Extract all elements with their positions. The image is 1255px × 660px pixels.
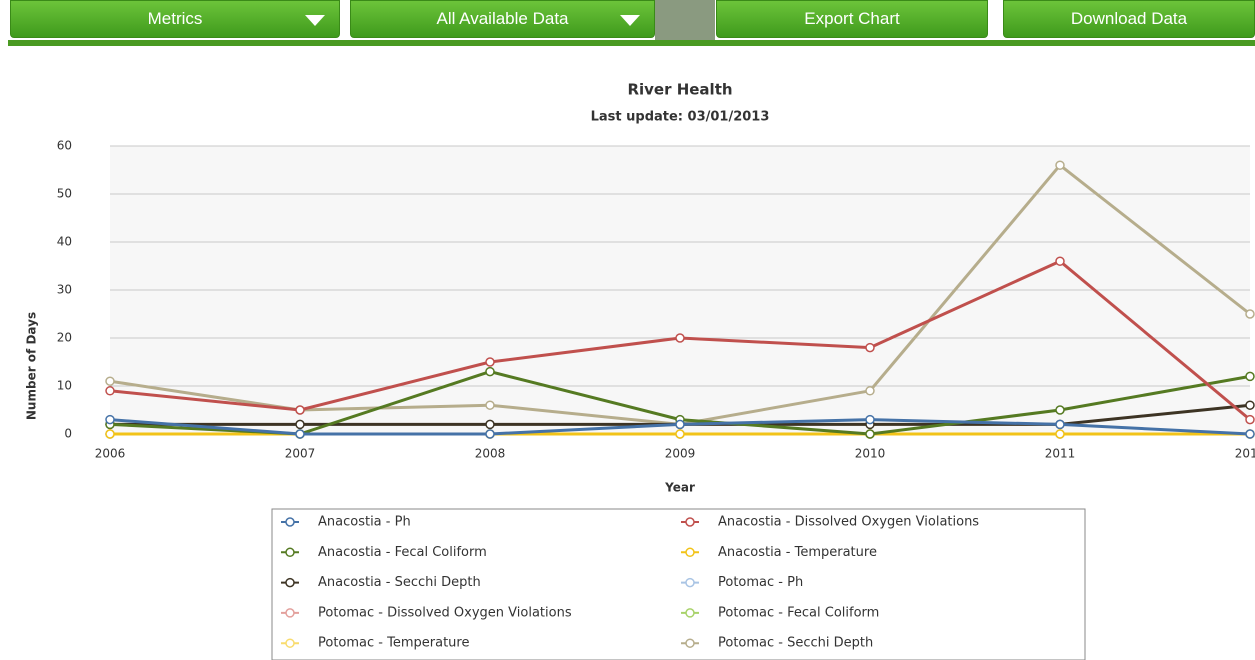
x-tick-label: 2007	[285, 447, 316, 461]
y-tick-label: 30	[57, 283, 72, 297]
series-marker	[295, 429, 305, 439]
toolbar-gap	[655, 0, 715, 40]
x-tick-label: 2012	[1235, 447, 1255, 461]
series-marker	[675, 419, 685, 430]
series-marker	[1055, 419, 1065, 430]
button-label: Export Chart	[804, 9, 900, 28]
legend-marker	[685, 638, 695, 648]
series-marker	[1245, 371, 1255, 382]
series-marker	[485, 400, 495, 410]
series-marker	[295, 419, 305, 430]
y-tick-label: 10	[57, 379, 72, 393]
toolbar-button[interactable]: Metrics	[10, 0, 340, 38]
dropdown-arrow	[305, 15, 325, 26]
series-marker	[105, 429, 115, 439]
legend-label: Potomac - Secchi Depth	[718, 636, 873, 651]
legend-marker	[285, 608, 295, 618]
y-tick-label: 20	[57, 331, 72, 345]
button-label: Metrics	[147, 9, 203, 28]
series-marker	[865, 414, 875, 425]
toolbar-button[interactable]: Download Data	[1003, 0, 1255, 38]
y-tick-label: 50	[57, 187, 72, 201]
legend-label: Anacostia - Fecal Coliform	[318, 545, 487, 560]
series-marker	[1245, 309, 1255, 319]
legend-marker	[285, 517, 295, 527]
legend-marker	[685, 577, 695, 588]
series-marker	[105, 386, 115, 396]
chart-title: River Health	[627, 81, 732, 99]
legend	[271, 508, 1086, 660]
x-tick-label: 2009	[665, 447, 696, 461]
legend-label: Anacostia - Secchi Depth	[318, 575, 481, 590]
x-tick-label: 2011	[1045, 447, 1076, 461]
y-tick-label: 60	[57, 139, 72, 153]
x-axis-label: Year	[664, 481, 695, 495]
legend-marker	[285, 547, 295, 558]
legend-marker	[285, 577, 295, 588]
legend-label: Potomac - Temperature	[318, 636, 469, 651]
series-marker	[1245, 400, 1255, 410]
series-marker	[105, 414, 115, 425]
series-marker	[105, 376, 115, 386]
series-marker	[675, 429, 685, 439]
chart-subtitle: Last update: 03/01/2013	[591, 110, 770, 125]
legend-label: Anacostia - Dissolved Oxygen Violations	[718, 515, 979, 530]
series-marker	[1245, 429, 1255, 439]
button-label: All Available Data	[436, 9, 569, 28]
y-tick-label: 40	[57, 235, 72, 249]
legend-label: Anacostia - Ph	[318, 515, 411, 530]
series-marker	[1055, 405, 1065, 415]
series-marker	[295, 405, 305, 415]
legend-label: Potomac - Fecal Coliform	[718, 605, 879, 620]
series-marker	[865, 429, 875, 439]
series-marker	[675, 333, 685, 343]
legend-label: Potomac - Ph	[718, 575, 803, 590]
legend-marker	[685, 517, 695, 527]
dropdown-arrow	[620, 15, 640, 26]
legend-marker	[285, 638, 295, 648]
series-marker	[485, 429, 495, 439]
series-marker	[485, 419, 495, 430]
series-marker	[1055, 429, 1065, 439]
series-marker	[1245, 414, 1255, 425]
y-tick-label: 0	[64, 427, 72, 441]
toolbar-button[interactable]: All Available Data	[350, 0, 655, 38]
toolbar-strip	[8, 40, 1255, 46]
series-marker	[485, 357, 495, 367]
legend-label: Anacostia - Temperature	[718, 545, 877, 560]
legend-label: Potomac - Dissolved Oxygen Violations	[318, 605, 572, 620]
x-tick-label: 2010	[855, 447, 886, 461]
y-axis-label: Number of Days	[25, 312, 39, 420]
legend-marker	[685, 547, 695, 558]
toolbar: Metrics All Available Data Export Chart Dow…	[0, 0, 1255, 48]
series-marker	[865, 386, 875, 396]
x-tick-label: 2006	[95, 447, 126, 461]
toolbar-button[interactable]: Export Chart	[716, 0, 988, 38]
button-label: Download Data	[1070, 9, 1188, 28]
series-marker	[865, 342, 875, 353]
series-marker	[485, 366, 495, 377]
series-marker	[1055, 160, 1065, 170]
x-tick-label: 2008	[475, 447, 506, 461]
legend-marker	[685, 608, 695, 618]
series-marker	[1055, 256, 1065, 266]
